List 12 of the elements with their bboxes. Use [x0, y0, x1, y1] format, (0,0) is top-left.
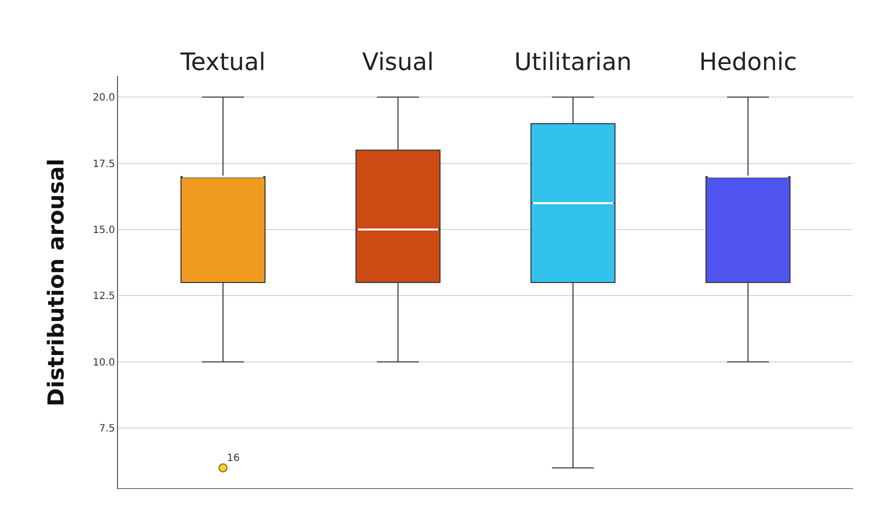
y-tick-label: 15.0 — [92, 225, 115, 236]
annotation: 16 — [227, 453, 240, 464]
y-tick-label: 7.5 — [99, 424, 115, 435]
x-tick-label: Hedonic — [699, 48, 797, 76]
y-tick-label: 17.5 — [92, 158, 115, 170]
x-tick-label: Textual — [179, 48, 266, 76]
y-tick-label: 10.0 — [92, 357, 115, 368]
y-axis-title: Distribution arousal — [44, 158, 70, 406]
y-tick-label: 12.5 — [92, 291, 115, 302]
y-tick-label: 20.0 — [92, 92, 115, 104]
x-tick-label: Utilitarian — [514, 48, 632, 76]
x-tick-label: Visual — [362, 48, 434, 76]
